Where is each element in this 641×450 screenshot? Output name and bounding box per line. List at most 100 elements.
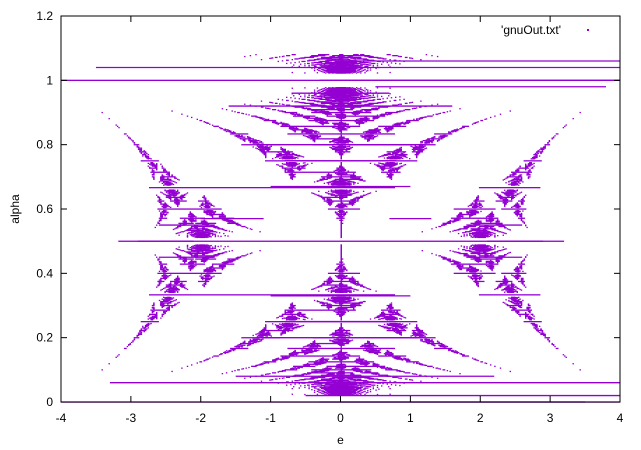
band-point [347,100,351,102]
band-point [318,383,323,385]
band-point [330,297,333,299]
band-point [525,315,531,317]
band-point [213,355,219,357]
band-point [223,129,229,131]
band-point [337,312,340,314]
band-point [427,115,433,117]
band-point [379,167,401,169]
band-point [409,323,411,325]
band-point [346,296,349,299]
band-point [191,255,218,257]
band-point [332,55,370,57]
band-point [339,303,344,305]
band-point [287,327,289,330]
band-point [320,88,323,90]
band-point [362,69,365,71]
band-point [522,299,524,302]
band-point [311,137,316,139]
band-point [432,114,435,116]
band-point [470,252,496,255]
band-point [305,107,307,109]
band-point [326,282,331,285]
band-point [420,141,422,143]
band-point [241,134,243,137]
band-point [340,325,342,327]
band-point [316,385,323,387]
band-point [476,252,481,254]
band-point [378,315,381,317]
band-point [311,111,372,114]
band-point [487,219,493,222]
band-point [474,279,477,281]
band-point [372,344,374,346]
band-point [332,290,335,293]
band-point [161,167,165,169]
band-point [334,150,337,152]
band-point [459,228,468,230]
band-point [477,285,479,287]
band-point [244,55,246,58]
band-point [466,246,468,248]
band-point [490,116,492,119]
band-point [327,290,330,292]
band-point [156,224,158,226]
band-point [340,257,342,259]
band-point [220,128,224,130]
band-point [170,206,172,208]
band-point [213,275,215,277]
band-point [347,91,355,93]
band-point [217,253,221,255]
band-point [320,96,326,98]
band-point [477,359,479,362]
band-point [494,115,496,117]
band-point [160,317,162,319]
band-point [168,283,170,285]
band-point [381,366,384,368]
band-point [144,325,147,327]
band-point [337,193,354,195]
band-point [132,340,134,342]
band-point [410,335,412,337]
band-point [319,195,323,198]
band-point [336,288,338,290]
band-point [463,247,465,249]
band-point [340,173,345,176]
band-point [126,135,129,137]
band-point [260,151,293,153]
band-point [158,210,161,212]
band-point [189,227,193,229]
band-point [322,90,326,92]
band-point [453,260,456,262]
band-point [396,370,401,372]
band-point [508,297,510,299]
band-point [304,318,306,321]
band-point [504,189,506,191]
band-point [251,252,253,254]
band-point [358,61,362,63]
band-point [456,216,461,218]
band-point [316,359,319,362]
band-point [178,246,180,248]
band-point [184,250,186,252]
band-point [147,162,149,164]
band-point [294,374,305,376]
band-point [362,89,365,92]
band-point [358,88,361,90]
band-point [340,195,342,197]
band-point [287,133,395,135]
band-point [337,351,348,354]
band-point [513,180,517,183]
band-point [160,201,162,203]
band-point [469,269,471,271]
band-point [471,236,474,238]
band-point [353,297,355,299]
band-point [344,149,347,151]
band-point [462,125,470,127]
band-point [350,298,352,300]
band-point [504,192,506,195]
band-point [327,181,331,183]
band-point [211,210,214,212]
band-point [330,183,333,185]
band-point [136,146,140,148]
